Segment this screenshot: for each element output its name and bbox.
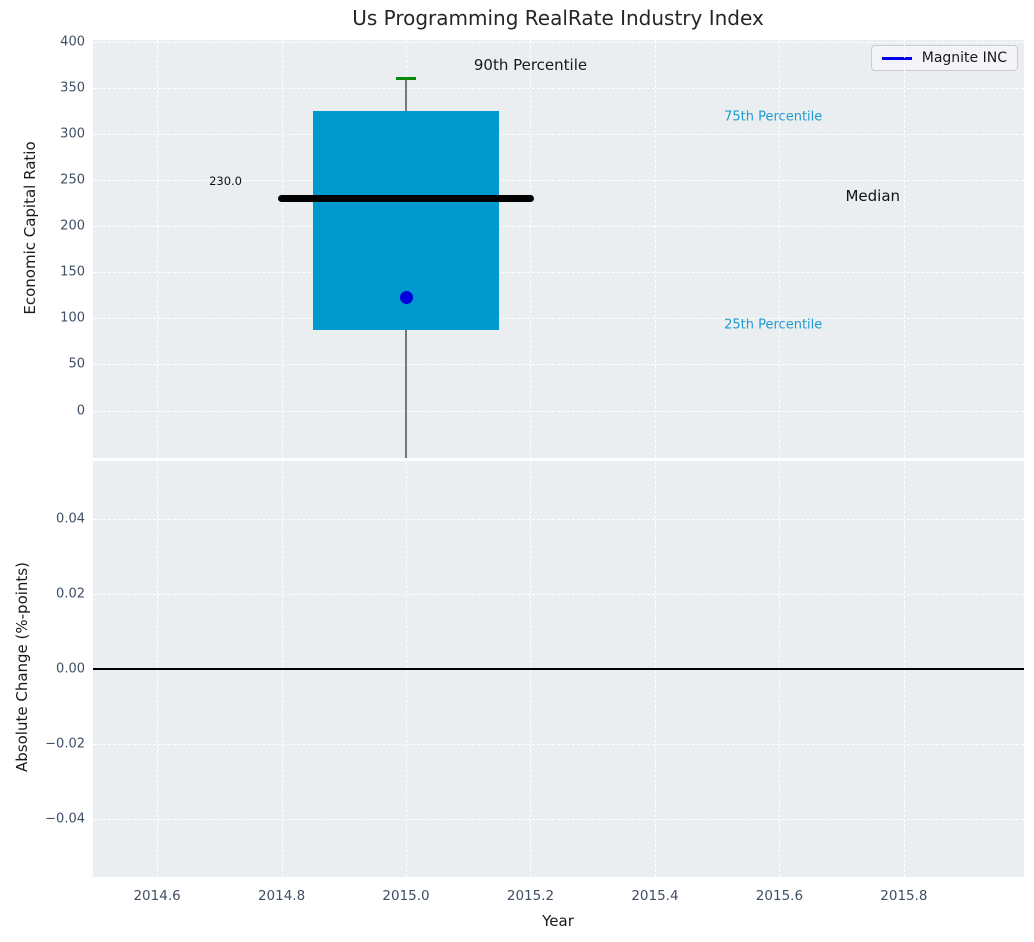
y-tick-label: 0.00 <box>56 661 85 677</box>
gridline-x <box>530 40 532 458</box>
gridline-y <box>93 519 1024 521</box>
gridline-y <box>93 594 1024 596</box>
gridline-y <box>93 318 1024 320</box>
y-tick-label: −0.02 <box>45 736 85 752</box>
y-tick-label: 0 <box>76 403 85 419</box>
annotation-90th-percentile: 90th Percentile <box>473 55 588 74</box>
x-tick-label: 2015.6 <box>755 888 804 904</box>
median-line <box>278 195 534 203</box>
y-tick-label: 400 <box>60 34 85 50</box>
zero-line <box>93 668 1024 670</box>
y-tick-label: 350 <box>60 80 85 96</box>
x-tick-label: 2015.8 <box>880 888 928 904</box>
gridline-y <box>93 41 1024 43</box>
gridline-y <box>93 87 1024 89</box>
gridline-y <box>93 180 1024 182</box>
legend: Magnite INC <box>870 45 1018 71</box>
x-tick-label: 2015.2 <box>506 888 555 904</box>
x-tick-label: 2014.8 <box>257 888 306 904</box>
gridline-y <box>93 272 1024 274</box>
y-tick-label: 0.02 <box>56 586 85 602</box>
gridline-x <box>281 40 283 458</box>
legend-label: Magnite INC <box>921 50 1007 66</box>
chart-title: Us Programming RealRate Industry Index <box>352 6 764 30</box>
x-tick-label: 2014.6 <box>133 888 181 904</box>
gridline-y <box>93 743 1024 745</box>
gridline-x <box>779 40 781 458</box>
gridline-x <box>157 40 159 458</box>
gridline-y <box>93 134 1024 135</box>
gridline-y <box>93 226 1024 228</box>
gridline-y <box>93 818 1024 820</box>
x-tick-label: 2015.4 <box>631 888 679 904</box>
annotation-median: Median <box>845 186 901 205</box>
annotation-25th-percentile: 25th Percentile <box>724 317 823 333</box>
p90-cap <box>396 77 417 81</box>
y-tick-label: 300 <box>60 126 85 142</box>
company-marker <box>399 290 413 304</box>
annotation-75th-percentile: 75th Percentile <box>724 109 823 124</box>
y-tick-label: 0.04 <box>56 511 85 527</box>
y-tick-label: 50 <box>68 356 85 372</box>
y-tick-label: 250 <box>60 172 85 188</box>
bottom-axes-absolute-change <box>93 461 1024 877</box>
x-tick-label: 2015.0 <box>382 888 430 904</box>
y-tick-label: 100 <box>60 310 85 326</box>
gridline-x <box>654 40 656 458</box>
gridline-x <box>903 40 905 458</box>
x-axis-label: Year <box>542 912 574 930</box>
annotation-230-0: 230.0 <box>209 174 243 189</box>
gridline-y <box>93 364 1024 366</box>
legend-line-sample <box>881 56 912 60</box>
y-tick-label: 200 <box>60 218 85 234</box>
y-tick-label: 150 <box>60 264 85 280</box>
gridline-y <box>93 410 1024 412</box>
top-axes-economic-capital-ratio: Magnite INC 90th Percentile 75th Percenti… <box>93 40 1024 458</box>
y-tick-label: −0.04 <box>45 811 85 827</box>
